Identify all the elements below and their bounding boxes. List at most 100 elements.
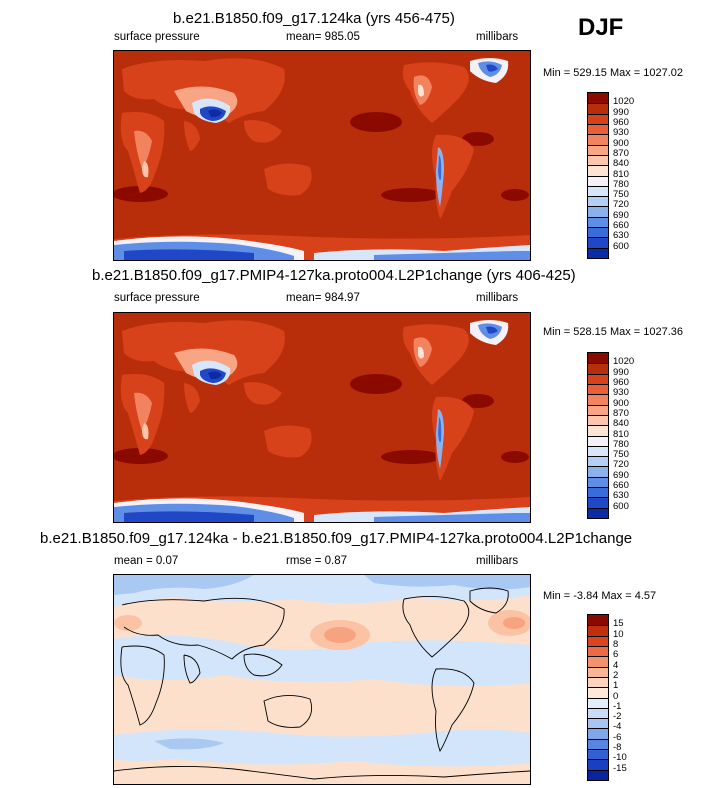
season-label: DJF <box>578 14 624 41</box>
panel3-tick-label-5: 2 <box>613 669 619 681</box>
tropical-negative-band <box>114 635 530 687</box>
panel1-tick-label-12: 660 <box>613 220 629 232</box>
panel3-swatch-8 <box>588 697 608 708</box>
africa-highland <box>134 392 152 431</box>
panel1-tick-label-3: 930 <box>613 127 629 139</box>
panel2-tick-label-1: 990 <box>613 366 629 378</box>
andes-core <box>438 155 442 180</box>
north-atlantic-high <box>462 394 494 408</box>
panel3-swatch-3 <box>588 645 608 657</box>
panel1-tick-label-1: 990 <box>613 106 629 118</box>
panel3-swatch-4 <box>588 656 608 667</box>
panel2-swatch-9 <box>588 445 608 457</box>
panel1-tick-label-13: 630 <box>613 230 629 242</box>
panel1-tick-label-8: 780 <box>613 178 629 190</box>
se-asia-coast <box>243 653 283 677</box>
europe-positive <box>114 615 142 631</box>
andes-core <box>438 417 442 442</box>
rockies-peak <box>418 84 424 97</box>
panel2-swatch-0 <box>588 353 608 364</box>
panel3-swatch-5 <box>588 666 608 677</box>
north-pacific-high <box>350 374 402 394</box>
panel1-tick-label-0: 1020 <box>613 96 635 108</box>
panel3-right-label: millibars <box>476 555 519 567</box>
panel2-tick-label-14: 600 <box>613 500 629 512</box>
panel1-map-svg <box>114 51 530 260</box>
south-pacific-high <box>381 450 441 464</box>
panel2-colorbar <box>587 352 609 519</box>
panel3-tick-label-1: 10 <box>613 628 624 640</box>
south-africa-plateau <box>142 423 149 440</box>
panel3-tick-label-2: 8 <box>613 638 619 650</box>
panel3-swatch-1 <box>588 625 608 636</box>
panel2-tick-label-11: 690 <box>613 469 629 481</box>
antarctica-core-west <box>124 249 254 260</box>
panel1-tick-label-10: 720 <box>613 199 629 211</box>
eurasia-coast <box>121 597 285 660</box>
panel3-swatch-0 <box>588 615 608 626</box>
panel1-map <box>113 50 531 261</box>
panel3-title: b.e21.B1850.f09_g17.124ka - b.e21.B1850.… <box>40 530 633 547</box>
coastlines <box>114 587 530 780</box>
panel3-swatch-9 <box>588 707 608 719</box>
panel3-tick-label-6: 1 <box>613 680 619 692</box>
india-land <box>184 383 200 413</box>
panel2-center-label: mean= 984.97 <box>286 292 360 304</box>
panel1-swatch-0 <box>588 93 608 104</box>
panel2-map <box>113 312 531 523</box>
arctic-negative-strong-west <box>114 575 254 595</box>
panel1-swatch-12 <box>588 216 608 228</box>
panel3-swatch-6 <box>588 676 608 688</box>
panel2-tick-label-0: 1020 <box>613 356 635 368</box>
panel2-swatch-10 <box>588 456 608 467</box>
panel3-tick-label-9: -2 <box>613 711 622 723</box>
se-asia-land <box>244 382 282 405</box>
panel1-swatch-9 <box>588 185 608 197</box>
panel1-tick-label-14: 600 <box>613 240 629 252</box>
south-africa-plateau <box>142 161 149 178</box>
antarctica-ice-east <box>374 251 530 260</box>
panel2-tick-label-7: 810 <box>613 428 629 440</box>
panel2-tick-label-13: 630 <box>613 490 629 502</box>
north-pacific-positive-core <box>324 627 356 643</box>
panel3-swatch-13 <box>588 749 608 760</box>
panel2-swatch-15 <box>588 507 608 518</box>
panel2-swatch-13 <box>588 487 608 498</box>
panel2-swatch-2 <box>588 373 608 384</box>
panel1-tick-label-5: 870 <box>613 147 629 159</box>
southern-negative-band <box>114 729 530 767</box>
africa-coast <box>120 645 165 726</box>
south-america-coast <box>431 668 475 753</box>
panel1-swatch-15 <box>588 247 608 258</box>
panel3-tick-label-7: 0 <box>613 690 619 702</box>
panel2-tick-label-3: 930 <box>613 387 629 399</box>
panel1-tick-label-7: 810 <box>613 168 629 180</box>
panel2-tick-label-12: 660 <box>613 480 629 492</box>
antarctica-coast <box>114 765 530 780</box>
panel1-swatch-11 <box>588 206 608 217</box>
panel2-swatch-1 <box>588 363 608 374</box>
greenland-core <box>486 326 498 334</box>
panel2-swatch-14 <box>588 497 608 508</box>
panel1-swatch-7 <box>588 165 608 176</box>
panel2-swatch-3 <box>588 383 608 395</box>
southern-negative-strong <box>154 738 224 750</box>
panel1-tick-label-6: 840 <box>613 158 629 170</box>
panel2-map-svg <box>114 313 530 522</box>
south-pacific-high <box>381 188 441 202</box>
panel2-right-label: millibars <box>476 292 519 304</box>
panel2-swatch-4 <box>588 394 608 405</box>
panel3-tick-label-14: -15 <box>613 762 627 774</box>
panel1-swatch-1 <box>588 103 608 114</box>
australia-land <box>264 163 312 196</box>
panel2-tick-label-10: 720 <box>613 459 629 471</box>
panel1-center-label: mean= 985.05 <box>286 31 360 43</box>
panel3-swatch-2 <box>588 635 608 646</box>
panel2-tick-label-4: 900 <box>613 397 629 409</box>
tibet-core <box>208 109 222 118</box>
panel3-center-label: rmse = 0.87 <box>286 555 348 567</box>
north-atlantic-high <box>462 132 494 146</box>
panel3-map-svg <box>114 575 530 784</box>
panel3-swatch-7 <box>588 687 608 698</box>
panel3-minmax: Min = -3.84 Max = 4.57 <box>543 590 657 602</box>
